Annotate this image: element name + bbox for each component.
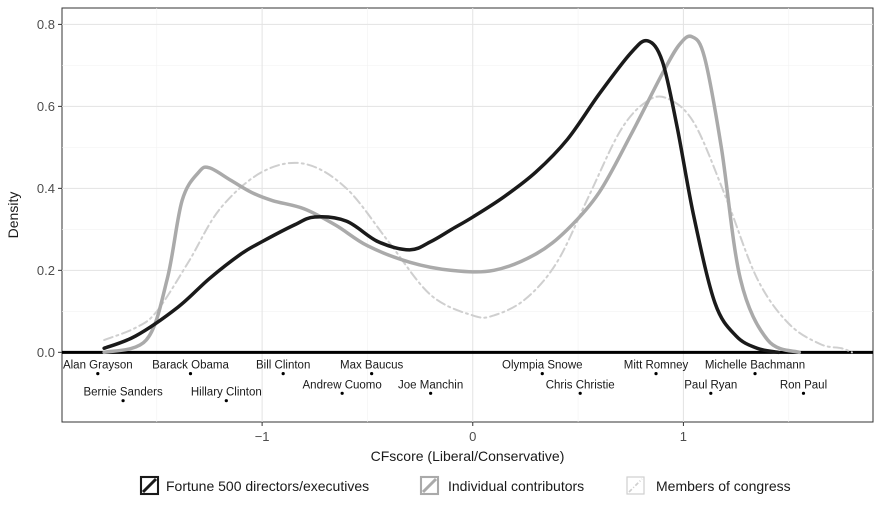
legend-key-line (628, 478, 643, 493)
politician-label: Max Baucus (340, 360, 404, 372)
legend-key-line (141, 477, 158, 494)
politician-label: Hillary Clinton (191, 387, 262, 399)
politician-label: Michelle Bachmann (705, 360, 805, 372)
politician-annotations: Alan Grayson Barack Obama Bill Clinton Max … (63, 360, 827, 403)
politician-point (429, 391, 433, 395)
politician-point (540, 372, 544, 376)
politician-label: Mitt Romney (624, 360, 689, 372)
politician-point (281, 372, 285, 376)
politician-label: Chris Christie (546, 379, 615, 391)
politician-label: Olympia Snowe (502, 360, 583, 372)
legend: Fortune 500 directors/executives Individu… (139, 475, 791, 496)
politician-point (654, 372, 658, 376)
y-tick-label: 0.4 (37, 181, 55, 196)
x-tick-label: −1 (255, 429, 270, 444)
legend-label: Individual contributors (448, 478, 584, 494)
politician-point (709, 391, 713, 395)
politician-point (801, 391, 806, 395)
y-tick-label: 0.6 (37, 99, 55, 114)
series-line-2 (103, 95, 853, 354)
series-line-1 (102, 34, 802, 355)
politician-label: Bill Clinton (256, 360, 310, 372)
legend-label: Fortune 500 directors/executives (166, 478, 369, 494)
y-tick-label: 0.2 (37, 263, 55, 278)
politician-point (96, 372, 100, 376)
x-tick-label: 1 (680, 429, 687, 444)
politician-label: Paul Ryan (684, 379, 737, 391)
politician-label: Bernie Sanders (83, 387, 163, 399)
legend-key-frame (139, 475, 160, 496)
politician-point (578, 391, 582, 395)
politician-label: Ron Paul (780, 379, 827, 391)
series-line-0 (102, 38, 780, 355)
x-axis-title: CFscore (Liberal/Conservative) (371, 448, 565, 464)
politician-label: Barack Obama (152, 360, 229, 372)
y-tick-label: 0.0 (37, 345, 55, 360)
politician-point (370, 372, 374, 376)
politician-point (121, 399, 125, 403)
politician-label: Alan Grayson (63, 360, 133, 372)
y-axis-title: Density (5, 192, 21, 239)
politician-point (188, 372, 193, 376)
legend-key-frame (419, 475, 440, 496)
legend-label: Members of congress (656, 478, 791, 494)
axes: 0.0 0.2 0.4 0.6 0.8 −1 0 1 (37, 17, 687, 444)
y-tick-label: 0.8 (37, 17, 55, 32)
politician-label: Joe Manchin (398, 379, 463, 391)
series-layer (102, 34, 853, 355)
politician-point (753, 372, 757, 376)
legend-key-line (421, 477, 438, 494)
politician-point (340, 391, 344, 395)
legend-key-frame (626, 476, 645, 495)
politician-point (224, 399, 228, 403)
x-tick-label: 0 (469, 429, 476, 444)
politician-label: Andrew Cuomo (303, 379, 382, 391)
